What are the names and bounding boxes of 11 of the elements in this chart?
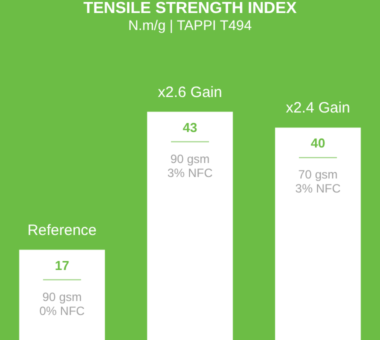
annotation: Reference	[27, 222, 97, 239]
chart-subtitle: N.m/g | TAPPI T494	[128, 17, 252, 33]
data-label: 43	[182, 120, 198, 135]
annotation: x2.4 Gain	[286, 100, 350, 117]
chart-title: TENSILE STRENGTH INDEX	[83, 0, 297, 17]
data-label: 17	[54, 258, 70, 273]
data-label: 40	[310, 136, 326, 151]
x-tick-label: 70 gsm 3% NFC	[295, 168, 341, 196]
annotation: x2.6 Gain	[158, 84, 222, 101]
x-tick-label: 90 gsm 3% NFC	[167, 152, 213, 180]
x-tick-label: 90 gsm 0% NFC	[39, 290, 86, 318]
